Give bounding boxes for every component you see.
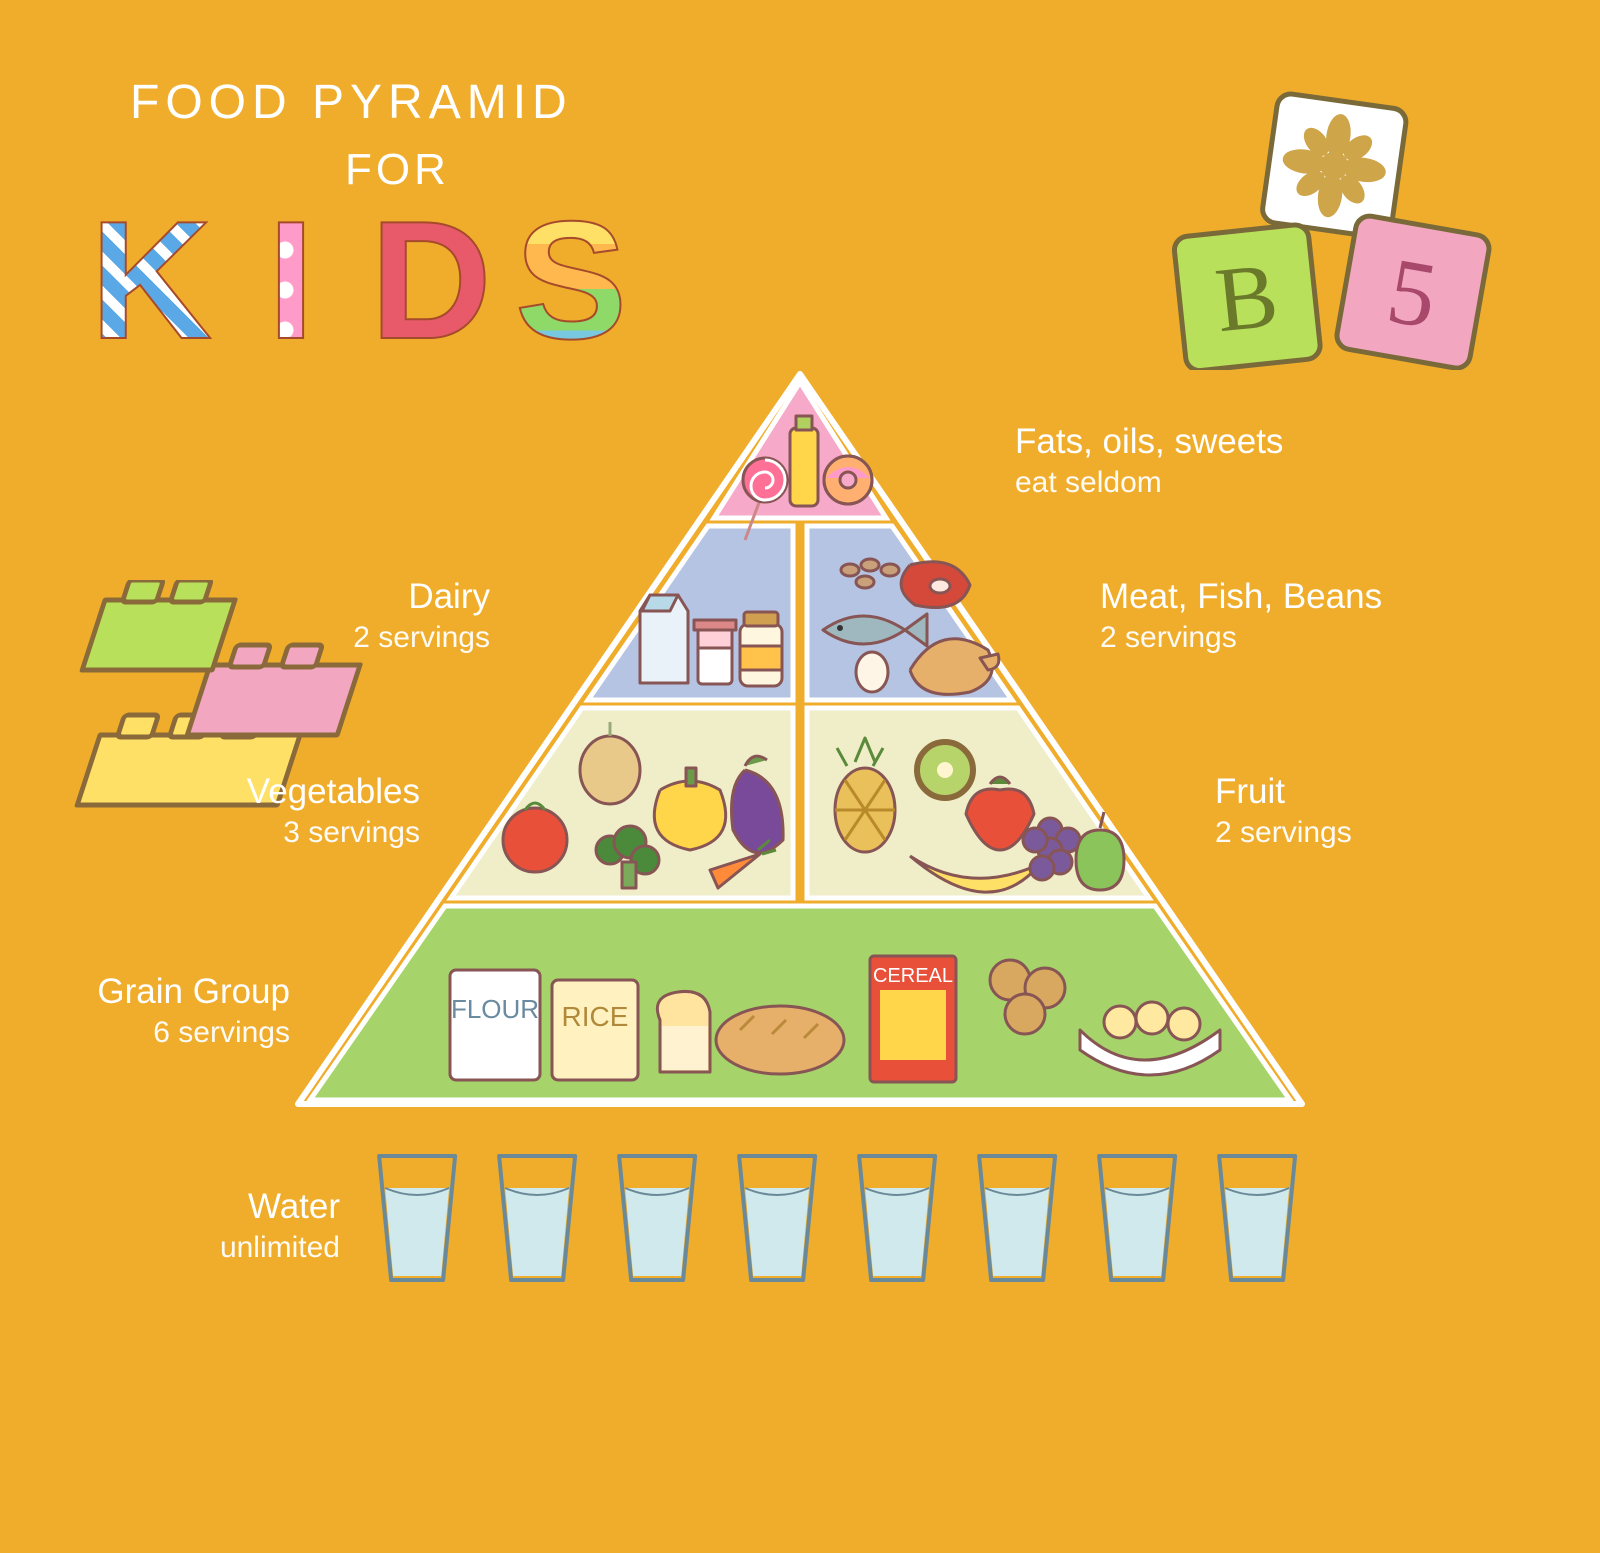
egg-icon [856, 652, 888, 692]
water-glass-icon [853, 1150, 941, 1288]
label-dairy-title: Dairy [408, 577, 490, 616]
label-grain-sub: 6 servings [97, 1014, 290, 1052]
label-water: Water unlimited [220, 1185, 340, 1266]
label-grain: Grain Group 6 servings [97, 970, 290, 1051]
yogurt-icon [694, 620, 736, 684]
water-glass-icon [493, 1150, 581, 1288]
label-water-title: Water [248, 1187, 340, 1226]
water-glass-icon [973, 1150, 1061, 1288]
label-dairy: Dairy 2 servings [353, 575, 490, 656]
label-fruit-sub: 2 servings [1215, 814, 1352, 852]
water-glass-icon [373, 1150, 461, 1288]
toy-blocks-decoration: B 5 [1150, 90, 1510, 370]
label-meat-sub: 2 servings [1100, 619, 1382, 657]
label-meat-title: Meat, Fish, Beans [1100, 577, 1382, 616]
label-veg-sub: 3 servings [247, 814, 420, 852]
label-veg: Vegetables 3 servings [247, 770, 420, 851]
steak-icon [901, 562, 970, 608]
water-glasses-row [373, 1150, 1301, 1288]
label-fats-title: Fats, oils, sweets [1015, 422, 1283, 461]
cereal-box-icon: CEREAL [870, 956, 956, 1082]
label-meat: Meat, Fish, Beans 2 servings [1100, 575, 1382, 656]
label-fruit: Fruit 2 servings [1215, 770, 1352, 851]
label-fats: Fats, oils, sweets eat seldom [1015, 420, 1283, 501]
rice-bag-icon: RICE [552, 980, 638, 1080]
title-line1: FOOD PYRAMID [130, 75, 573, 130]
oil-bottle-icon [790, 416, 818, 506]
kids-letter-d [365, 190, 497, 370]
svg-text:RICE: RICE [562, 1001, 629, 1032]
water-glass-icon [613, 1150, 701, 1288]
donut-icon [824, 456, 872, 504]
label-grain-title: Grain Group [97, 972, 290, 1011]
bread-loaf-icon [716, 1006, 844, 1074]
kids-letter-i [225, 190, 357, 370]
label-dairy-sub: 2 servings [353, 619, 490, 657]
svg-text:CEREAL: CEREAL [873, 965, 953, 987]
toast-icon [657, 991, 710, 1072]
kids-letter-k [85, 190, 217, 370]
infographic-canvas: FOOD PYRAMID FOR [0, 0, 1600, 1553]
svg-text:B: B [1211, 243, 1283, 351]
water-glass-icon [733, 1150, 821, 1288]
milk-carton-icon [640, 595, 688, 683]
jar-icon [740, 612, 782, 686]
label-veg-title: Vegetables [247, 772, 420, 811]
label-fruit-title: Fruit [1215, 772, 1285, 811]
water-glass-icon [1213, 1150, 1301, 1288]
kids-letter-s [505, 190, 637, 370]
title-kids [85, 190, 637, 370]
label-water-sub: unlimited [220, 1229, 340, 1267]
water-glass-icon [1093, 1150, 1181, 1288]
svg-text:FLOUR: FLOUR [451, 994, 539, 1024]
label-fats-sub: eat seldom [1015, 464, 1283, 502]
kiwi-icon [917, 742, 973, 798]
flour-bag-icon: FLOUR [450, 970, 540, 1080]
